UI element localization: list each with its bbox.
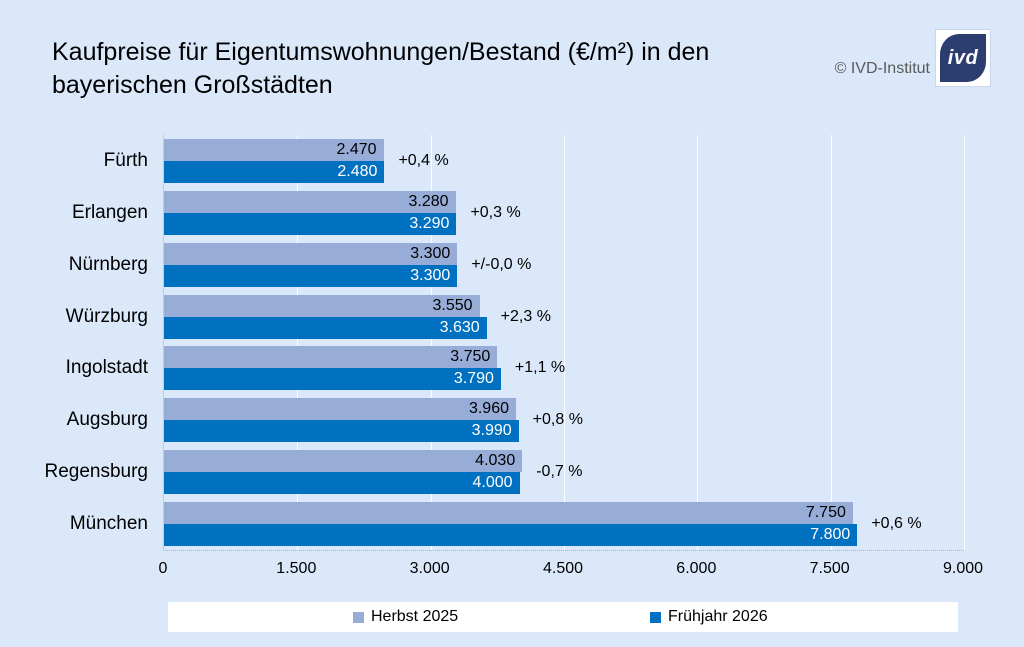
bar-value-label: 2.480 bbox=[337, 162, 378, 180]
bar-herbst-2025: 3.960 bbox=[164, 398, 516, 421]
bar-herbst-2025: 3.550 bbox=[164, 294, 480, 317]
bar-fruehjahr-2026: 3.300 bbox=[164, 264, 458, 287]
bar-value-label: 2.470 bbox=[336, 140, 377, 158]
change-label: +1,1 % bbox=[514, 359, 566, 377]
category-label: Fürth bbox=[103, 149, 148, 171]
bar-herbst-2025: 7.750 bbox=[164, 502, 853, 525]
category-label: Ingolstadt bbox=[65, 357, 148, 379]
gridline bbox=[964, 135, 965, 550]
bar-row: 3.280 3.290 +0,3 % bbox=[164, 187, 964, 239]
x-tick-label: 4.500 bbox=[542, 560, 584, 577]
bar-value-label: 3.990 bbox=[471, 422, 512, 440]
ivd-logo: ivd bbox=[935, 29, 991, 87]
category-label: Nürnberg bbox=[68, 253, 148, 275]
legend-swatch bbox=[353, 611, 364, 623]
change-label: +0,8 % bbox=[532, 411, 583, 429]
bar-fruehjahr-2026: 2.480 bbox=[164, 160, 385, 183]
bar-row: 3.550 3.630 +2,3 % bbox=[164, 291, 964, 343]
attribution: © IVD-Institut ivd bbox=[835, 29, 991, 87]
bar-value-label: 3.300 bbox=[410, 244, 451, 262]
bar-value-label: 3.790 bbox=[453, 370, 494, 388]
category-labels: Fürth Erlangen Nürnberg Würzburg Ingolstadt A… bbox=[0, 135, 148, 550]
x-axis: 0 1.500 3.000 4.500 6.000 7.500 9.000 bbox=[159, 560, 983, 582]
legend-swatch bbox=[650, 611, 661, 623]
bar-fruehjahr-2026: 7.800 bbox=[164, 524, 858, 547]
legend-label: Herbst 2025 bbox=[371, 608, 459, 625]
bar-fruehjahr-2026: 3.790 bbox=[164, 368, 501, 391]
legend-item: Herbst 2025 bbox=[353, 602, 458, 632]
change-label: -0,7 % bbox=[536, 463, 583, 481]
bar-value-label: 7.750 bbox=[805, 504, 846, 522]
bar-value-label: 3.290 bbox=[409, 214, 450, 232]
chart-title-line1: Kaufpreise für Eigentumswohnungen/Bestan… bbox=[52, 38, 710, 66]
bar-row: 3.300 3.300 +/-0,0 % bbox=[164, 239, 964, 291]
bar-row: 7.750 7.800 +0,6 % bbox=[164, 498, 964, 550]
bar-value-label: 3.300 bbox=[410, 266, 451, 284]
chart-title-line2: bayerischen Großstädten bbox=[52, 71, 333, 99]
bar-row: 2.470 2.480 +0,4 % bbox=[164, 135, 964, 187]
change-label: +0,6 % bbox=[871, 515, 922, 533]
gridline bbox=[830, 135, 832, 550]
bar-value-label: 4.030 bbox=[475, 452, 516, 470]
gridline bbox=[697, 135, 699, 550]
bar-herbst-2025: 3.300 bbox=[164, 242, 458, 265]
x-tick-label: 1.500 bbox=[276, 560, 317, 577]
category-label: München bbox=[69, 513, 148, 535]
legend-item: Frühjahr 2026 bbox=[650, 602, 768, 632]
change-label: +0,4 % bbox=[398, 151, 449, 169]
bar-row: 3.960 3.990 +0,8 % bbox=[164, 394, 964, 446]
bar-herbst-2025: 3.280 bbox=[164, 190, 456, 213]
bar-fruehjahr-2026: 3.290 bbox=[164, 212, 457, 235]
change-label: +0,3 % bbox=[470, 203, 521, 221]
plot-area: 2.470 2.480 +0,4 % 3.280 3.290 +0,3 % 3.300 3.3… bbox=[163, 135, 965, 551]
x-tick-label: 6.000 bbox=[676, 560, 717, 577]
ivd-logo-text: ivd bbox=[947, 46, 979, 69]
bar-row: 4.030 4.000 -0,7 % bbox=[164, 446, 964, 498]
bar-herbst-2025: 4.030 bbox=[164, 450, 523, 473]
bar-row: 3.750 3.790 +1,1 % bbox=[164, 343, 964, 395]
bar-fruehjahr-2026: 3.990 bbox=[164, 420, 519, 443]
bar-value-label: 4.000 bbox=[472, 474, 513, 492]
bar-fruehjahr-2026: 3.630 bbox=[164, 316, 487, 339]
gridline bbox=[297, 135, 299, 550]
x-tick-label: 3.000 bbox=[409, 560, 450, 577]
gridline bbox=[564, 135, 565, 550]
bar-fruehjahr-2026: 4.000 bbox=[164, 472, 520, 495]
bar-herbst-2025: 2.470 bbox=[164, 138, 384, 161]
category-label: Würzburg bbox=[65, 305, 148, 327]
bar-value-label: 7.800 bbox=[810, 526, 851, 544]
change-label: +2,3 % bbox=[500, 307, 551, 325]
legend: Herbst 2025 Frühjahr 2026 bbox=[168, 602, 958, 632]
copyright-text: © IVD-Institut bbox=[834, 60, 930, 77]
bar-herbst-2025: 3.750 bbox=[164, 346, 498, 369]
bar-value-label: 3.630 bbox=[439, 318, 480, 336]
bar-value-label: 3.550 bbox=[432, 296, 473, 314]
change-label: +/-0,0 % bbox=[471, 255, 532, 273]
bar-value-label: 3.960 bbox=[468, 400, 509, 418]
ivd-logo-mark: ivd bbox=[940, 34, 986, 82]
legend-label: Frühjahr 2026 bbox=[668, 608, 768, 625]
x-tick-label: 7.500 bbox=[809, 560, 850, 577]
bar-value-label: 3.280 bbox=[408, 192, 449, 210]
x-tick-label: 0 bbox=[158, 560, 168, 577]
bar-value-label: 3.750 bbox=[450, 348, 491, 366]
category-label: Augsburg bbox=[66, 409, 148, 431]
chart-title: Kaufpreise für Eigentumswohnungen/Bestan… bbox=[52, 36, 709, 102]
gridline bbox=[430, 135, 432, 550]
category-label: Regensburg bbox=[44, 461, 148, 483]
category-label: Erlangen bbox=[71, 201, 148, 223]
x-tick-label: 9.000 bbox=[942, 560, 984, 577]
